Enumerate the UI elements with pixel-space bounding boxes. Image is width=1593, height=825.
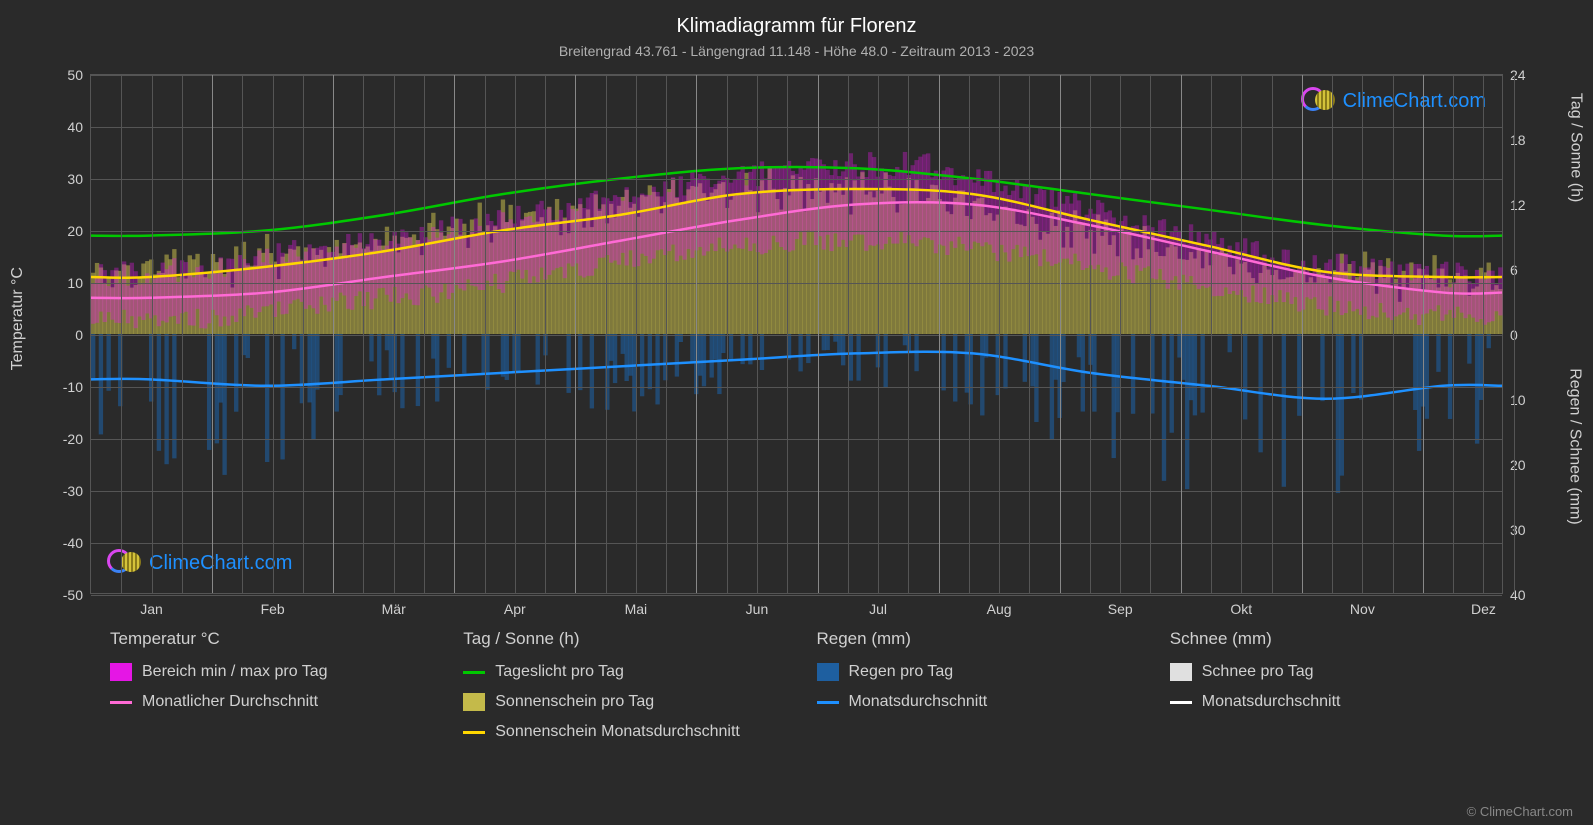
- legend-group-title: Regen (mm): [817, 629, 1130, 649]
- legend-label: Sonnenschein Monatsdurchschnitt: [495, 723, 740, 741]
- legend-label: Regen pro Tag: [849, 663, 954, 681]
- legend-label: Monatlicher Durchschnitt: [142, 693, 318, 711]
- legend-label: Bereich min / max pro Tag: [142, 663, 328, 681]
- y-tick-left: 30: [67, 171, 83, 187]
- y-tick-right-top: 18: [1510, 132, 1526, 148]
- y-tick-right-bottom: 10: [1510, 392, 1526, 408]
- chart-title: Klimadiagramm für Florenz: [20, 15, 1573, 38]
- axis-title-right-top: Tag / Sonne (h): [1566, 92, 1584, 201]
- legend-swatch: [110, 701, 132, 704]
- legend-group: Tag / Sonne (h) Tageslicht pro Tag Sonnens…: [463, 629, 776, 753]
- legend-group-title: Schnee (mm): [1170, 629, 1483, 649]
- legend-group: Regen (mm) Regen pro Tag Monatsdurchschnit…: [817, 629, 1130, 753]
- y-tick-left: -30: [63, 483, 83, 499]
- legend-swatch: [463, 671, 485, 674]
- legend-item: Monatlicher Durchschnitt: [110, 693, 423, 711]
- y-tick-left: 0: [75, 327, 83, 343]
- legend-swatch: [1170, 663, 1192, 681]
- logo-text: ClimeChart.com: [149, 552, 292, 575]
- legend-group: Schnee (mm) Schnee pro Tag Monatsdurchschn…: [1170, 629, 1483, 753]
- month-label: Feb: [261, 601, 285, 617]
- month-label: Jan: [140, 601, 163, 617]
- legend: Temperatur °C Bereich min / max pro Tag Mo…: [110, 629, 1483, 753]
- month-label: Okt: [1230, 601, 1252, 617]
- month-label: Apr: [504, 601, 526, 617]
- y-tick-left: -20: [63, 431, 83, 447]
- legend-swatch: [463, 693, 485, 711]
- legend-group-title: Tag / Sonne (h): [463, 629, 776, 649]
- month-label: Jul: [869, 601, 887, 617]
- month-label: Dez: [1471, 601, 1496, 617]
- month-label: Aug: [987, 601, 1012, 617]
- legend-swatch: [1170, 701, 1192, 704]
- month-label: Nov: [1350, 601, 1375, 617]
- y-tick-right-bottom: 20: [1510, 457, 1526, 473]
- y-tick-right-top: 12: [1510, 197, 1526, 213]
- y-tick-right-bottom: 40: [1510, 587, 1526, 603]
- y-tick-right-bottom: 30: [1510, 522, 1526, 538]
- y-tick-left: -40: [63, 535, 83, 551]
- legend-item: Monatsdurchschnitt: [1170, 693, 1483, 711]
- chart-subtitle: Breitengrad 43.761 - Längengrad 11.148 -…: [20, 43, 1573, 59]
- y-tick-left: 20: [67, 223, 83, 239]
- legend-group-title: Temperatur °C: [110, 629, 423, 649]
- legend-label: Tageslicht pro Tag: [495, 663, 624, 681]
- month-label: Mai: [625, 601, 648, 617]
- y-tick-left: 10: [67, 275, 83, 291]
- y-tick-left: 40: [67, 119, 83, 135]
- copyright: © ClimeChart.com: [1467, 804, 1573, 819]
- legend-item: Sonnenschein pro Tag: [463, 693, 776, 711]
- legend-item: Regen pro Tag: [817, 663, 1130, 681]
- y-tick-left: 50: [67, 67, 83, 83]
- legend-label: Monatsdurchschnitt: [849, 693, 988, 711]
- month-label: Sep: [1108, 601, 1133, 617]
- month-label: Jun: [746, 601, 769, 617]
- legend-swatch: [817, 663, 839, 681]
- axis-title-left: Temperatur °C: [9, 267, 27, 370]
- legend-item: Bereich min / max pro Tag: [110, 663, 423, 681]
- legend-label: Sonnenschein pro Tag: [495, 693, 654, 711]
- legend-group: Temperatur °C Bereich min / max pro Tag Mo…: [110, 629, 423, 753]
- legend-label: Monatsdurchschnitt: [1202, 693, 1341, 711]
- legend-item: Monatsdurchschnitt: [817, 693, 1130, 711]
- legend-swatch: [817, 701, 839, 704]
- legend-item: Schnee pro Tag: [1170, 663, 1483, 681]
- axis-title-right-bottom: Regen / Schnee (mm): [1566, 368, 1584, 525]
- legend-label: Schnee pro Tag: [1202, 663, 1314, 681]
- plot-area: ClimeChart.com ClimeChart.com -50-40-30-…: [90, 74, 1503, 594]
- logo-bottom: ClimeChart.com: [107, 549, 292, 577]
- month-label: Mär: [382, 601, 406, 617]
- legend-item: Tageslicht pro Tag: [463, 663, 776, 681]
- y-tick-right-top: 24: [1510, 67, 1526, 83]
- y-tick-left: -10: [63, 379, 83, 395]
- legend-swatch: [110, 663, 132, 681]
- logo-text: ClimeChart.com: [1343, 90, 1486, 113]
- legend-swatch: [463, 731, 485, 734]
- climate-chart: Klimadiagramm für Florenz Breitengrad 43…: [0, 0, 1593, 825]
- legend-item: Sonnenschein Monatsdurchschnitt: [463, 723, 776, 741]
- y-tick-left: -50: [63, 587, 83, 603]
- logo-icon: [107, 549, 143, 577]
